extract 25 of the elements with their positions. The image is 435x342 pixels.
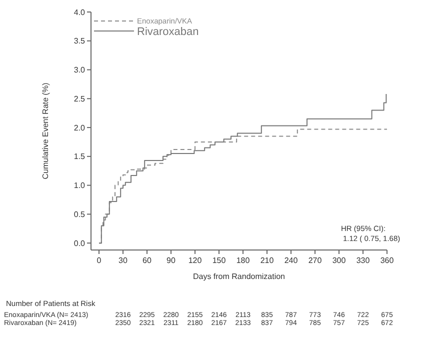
y-tick-label: 1.0 [74, 181, 86, 190]
x-tick-label: 240 [284, 256, 298, 265]
x-tick-label: 360 [380, 256, 394, 265]
y-tick-label: 4.0 [74, 8, 86, 17]
y-tick-label: 0.5 [74, 210, 86, 219]
x-axis-title: Days from Randomization [192, 272, 286, 281]
x-tick-label: 120 [188, 256, 202, 265]
y-tick-label: 1.5 [74, 152, 86, 162]
x-tick-label: 30 [118, 256, 128, 265]
x-tick-label: 60 [142, 256, 152, 265]
y-axis-title: Cumulative Event Rate (%) [41, 82, 50, 180]
legend-label: Rivaroxaban [137, 26, 199, 38]
y-tick-label: 3.5 [74, 36, 86, 46]
x-tick-label: 90 [166, 256, 176, 265]
x-tick-label: 210 [260, 256, 274, 265]
x-tick-label: 150 [212, 256, 226, 265]
x-tick-label: 270 [308, 256, 322, 265]
x-tick-label: 300 [332, 256, 346, 265]
y-tick-label: 0.0 [74, 238, 86, 248]
y-tick-label: 2.5 [74, 94, 86, 104]
x-tick-label: 0 [96, 256, 102, 265]
y-tick-label: 3.0 [74, 66, 86, 75]
x-tick-label: 180 [236, 256, 250, 265]
x-tick-label: 330 [356, 256, 370, 265]
y-tick-label: 2.0 [74, 123, 86, 132]
